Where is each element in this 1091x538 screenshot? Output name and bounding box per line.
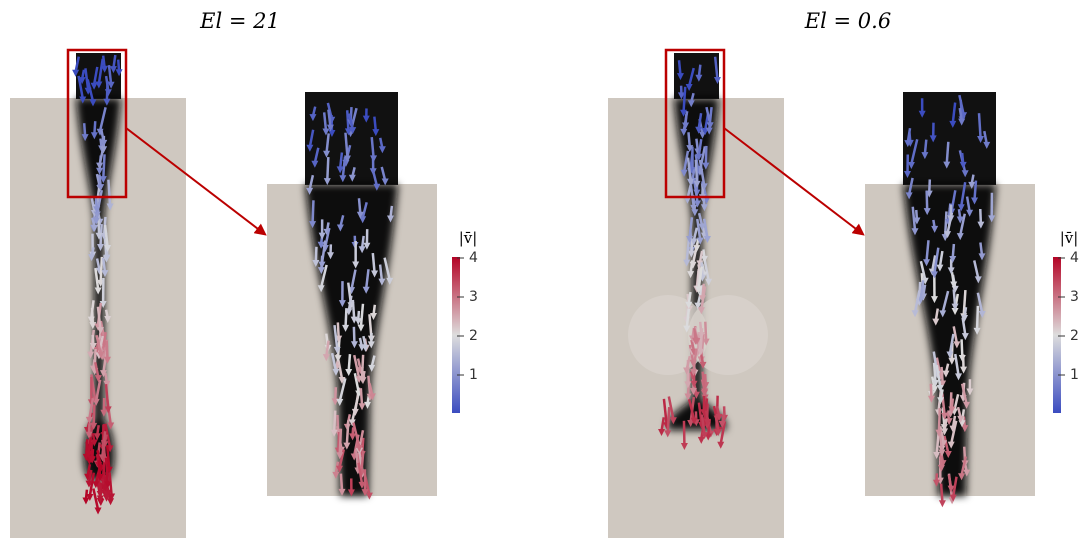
- velocity-arrow: [347, 420, 349, 444]
- velocity-arrow: [925, 140, 926, 154]
- velocity-arrow: [349, 354, 350, 371]
- velocity-arrow: [703, 284, 704, 297]
- velocity-arrow: [977, 306, 978, 330]
- colorbar-tick-label: 3: [1070, 289, 1079, 305]
- velocity-arrow: [373, 253, 375, 272]
- velocity-arrow: [359, 198, 360, 214]
- velocity-arrow: [99, 460, 100, 476]
- velocity-arrow: [701, 328, 702, 351]
- velocity-arrow: [679, 60, 680, 75]
- colorbar-tick-label: 1: [1070, 367, 1079, 383]
- velocity-arrow: [979, 113, 981, 138]
- velocity-arrow: [362, 355, 363, 378]
- velocity-arrow: [353, 300, 354, 319]
- velocity-arrow: [94, 404, 95, 424]
- velocity-arrow: [103, 154, 104, 178]
- colorbar-label: |v̄|: [1060, 229, 1079, 247]
- panel-title: El = 0.6: [804, 9, 891, 33]
- panel-title: El = 21: [199, 9, 280, 33]
- colorbar-tick-label: 2: [1070, 328, 1079, 344]
- velocity-arrow: [313, 200, 314, 223]
- velocity-arrow: [688, 132, 689, 147]
- velocity-arrow: [338, 322, 339, 337]
- colorbar-tick-label: 1: [469, 367, 478, 383]
- velocity-arrow: [340, 429, 341, 455]
- velocity-arrow: [108, 180, 110, 206]
- velocity-arrow: [962, 339, 963, 357]
- velocity-arrow: [380, 265, 382, 281]
- panel: El = 21 |v̄| 1 2 3 4: [10, 9, 478, 538]
- colorbar-label: |v̄|: [459, 229, 478, 247]
- velocity-arrow: [706, 146, 707, 165]
- panels: El = 21 |v̄| 1 2 3 4 El = 0.6 |v̄| 1 2 3 4: [10, 9, 1079, 538]
- colorbar-tick-label: 4: [1070, 250, 1079, 266]
- velocity-arrow: [975, 181, 976, 200]
- colorbar-tick-label: 2: [469, 328, 478, 344]
- velocity-arrow: [931, 384, 932, 398]
- velocity-arrow: [374, 117, 375, 131]
- velocity-arrow: [354, 327, 355, 343]
- velocity-arrow: [941, 484, 942, 503]
- arrow-head: [939, 500, 946, 507]
- velocity-arrow: [107, 81, 108, 101]
- velocity-arrow: [346, 308, 347, 327]
- velocity-arrow: [942, 367, 943, 383]
- velocity-arrow: [361, 388, 362, 405]
- velocity-arrow: [334, 411, 335, 432]
- velocity-arrow: [107, 341, 108, 359]
- velocity-arrow: [316, 247, 317, 262]
- velocity-arrow: [327, 157, 328, 180]
- velocity-arrow: [696, 160, 697, 183]
- velocity-arrow: [927, 191, 928, 210]
- velocity-arrow: [947, 142, 949, 164]
- colorbar-tick-label: 4: [469, 250, 478, 266]
- velocity-arrow: [954, 289, 955, 305]
- velocity-arrow: [934, 363, 935, 382]
- arrow-head: [366, 493, 373, 500]
- velocity-arrow: [953, 244, 954, 258]
- velocity-arrow: [340, 152, 342, 168]
- colorbar-tick-label: 3: [469, 289, 478, 305]
- velocity-arrow: [684, 87, 686, 112]
- velocity-arrow: [98, 218, 99, 235]
- velocity-arrow: [101, 257, 102, 282]
- velocity-arrow: [939, 408, 940, 432]
- colorbar: [1053, 257, 1061, 413]
- velocity-arrow: [980, 209, 981, 224]
- panel: El = 0.6 |v̄| 1 2 3 4: [608, 9, 1079, 538]
- velocity-arrow: [341, 474, 342, 491]
- velocity-arrow: [668, 407, 669, 432]
- figure: El = 21 |v̄| 1 2 3 4 El = 0.6 |v̄| 1 2 3 4: [0, 0, 1091, 538]
- colorbar: [452, 257, 460, 413]
- velocity-arrow: [705, 322, 706, 341]
